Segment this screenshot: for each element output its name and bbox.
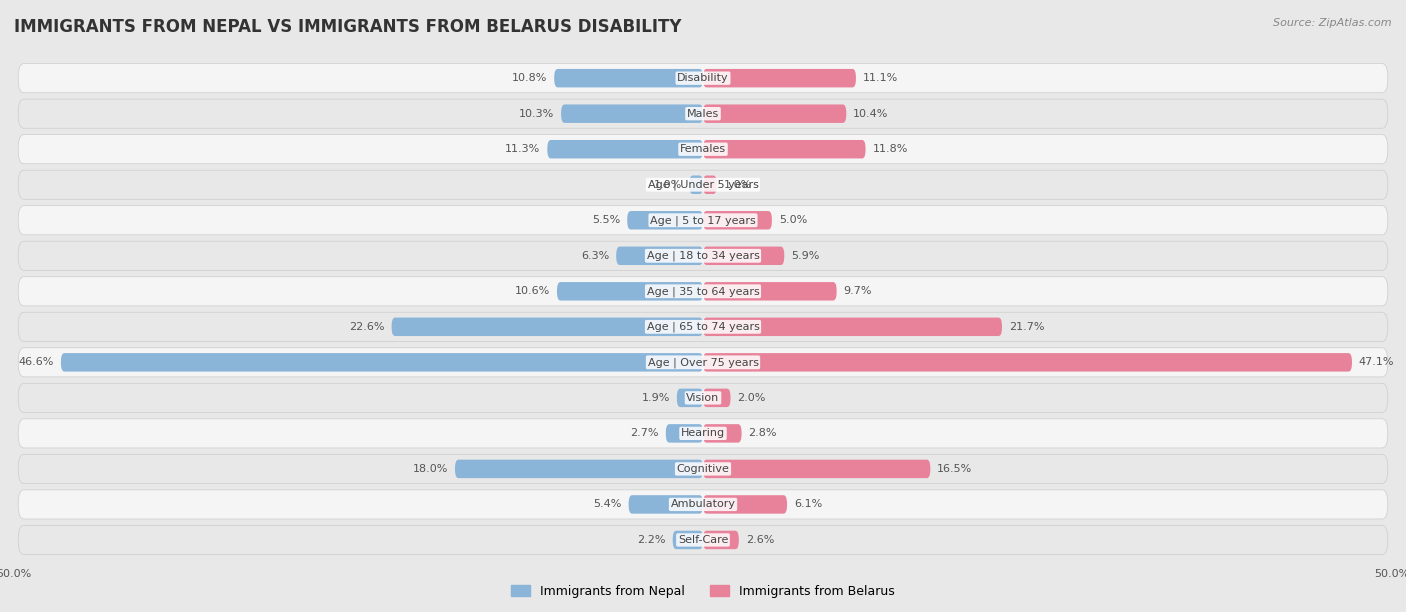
FancyBboxPatch shape [628, 495, 703, 513]
FancyBboxPatch shape [18, 312, 1388, 341]
FancyBboxPatch shape [703, 424, 741, 442]
Text: 11.1%: 11.1% [863, 73, 898, 83]
FancyBboxPatch shape [392, 318, 703, 336]
Text: 1.0%: 1.0% [724, 180, 752, 190]
Text: 6.3%: 6.3% [581, 251, 609, 261]
FancyBboxPatch shape [18, 64, 1388, 93]
FancyBboxPatch shape [703, 69, 856, 88]
Text: 10.8%: 10.8% [512, 73, 547, 83]
Text: Age | 35 to 64 years: Age | 35 to 64 years [647, 286, 759, 297]
FancyBboxPatch shape [18, 454, 1388, 483]
FancyBboxPatch shape [18, 170, 1388, 200]
Text: 6.1%: 6.1% [794, 499, 823, 509]
Text: 10.4%: 10.4% [853, 109, 889, 119]
Text: 5.9%: 5.9% [792, 251, 820, 261]
Text: 2.7%: 2.7% [630, 428, 659, 438]
FancyBboxPatch shape [703, 531, 738, 549]
Text: Cognitive: Cognitive [676, 464, 730, 474]
Text: 2.0%: 2.0% [738, 393, 766, 403]
FancyBboxPatch shape [703, 247, 785, 265]
Text: 18.0%: 18.0% [413, 464, 449, 474]
FancyBboxPatch shape [703, 389, 731, 407]
FancyBboxPatch shape [703, 460, 931, 478]
FancyBboxPatch shape [561, 105, 703, 123]
Legend: Immigrants from Nepal, Immigrants from Belarus: Immigrants from Nepal, Immigrants from B… [506, 580, 900, 602]
Text: Ambulatory: Ambulatory [671, 499, 735, 509]
FancyBboxPatch shape [18, 99, 1388, 129]
Text: 11.3%: 11.3% [505, 144, 540, 154]
Text: Age | 5 to 17 years: Age | 5 to 17 years [650, 215, 756, 225]
Text: 9.7%: 9.7% [844, 286, 872, 296]
FancyBboxPatch shape [703, 353, 1353, 371]
Text: IMMIGRANTS FROM NEPAL VS IMMIGRANTS FROM BELARUS DISABILITY: IMMIGRANTS FROM NEPAL VS IMMIGRANTS FROM… [14, 18, 682, 36]
Text: Age | Under 5 years: Age | Under 5 years [648, 179, 758, 190]
FancyBboxPatch shape [456, 460, 703, 478]
FancyBboxPatch shape [60, 353, 703, 371]
FancyBboxPatch shape [554, 69, 703, 88]
FancyBboxPatch shape [666, 424, 703, 442]
Text: 11.8%: 11.8% [873, 144, 908, 154]
FancyBboxPatch shape [616, 247, 703, 265]
FancyBboxPatch shape [627, 211, 703, 230]
Text: 21.7%: 21.7% [1010, 322, 1045, 332]
Text: 10.3%: 10.3% [519, 109, 554, 119]
FancyBboxPatch shape [557, 282, 703, 300]
Text: Age | 18 to 34 years: Age | 18 to 34 years [647, 250, 759, 261]
Text: 10.6%: 10.6% [515, 286, 550, 296]
FancyBboxPatch shape [18, 383, 1388, 412]
Text: 16.5%: 16.5% [938, 464, 973, 474]
FancyBboxPatch shape [18, 419, 1388, 448]
Text: Self-Care: Self-Care [678, 535, 728, 545]
Text: Males: Males [688, 109, 718, 119]
Text: Age | 65 to 74 years: Age | 65 to 74 years [647, 321, 759, 332]
FancyBboxPatch shape [18, 135, 1388, 164]
Text: 2.2%: 2.2% [637, 535, 666, 545]
Text: 5.5%: 5.5% [592, 215, 620, 225]
Text: 2.8%: 2.8% [748, 428, 778, 438]
Text: Females: Females [681, 144, 725, 154]
Text: Source: ZipAtlas.com: Source: ZipAtlas.com [1274, 18, 1392, 28]
Text: 1.9%: 1.9% [641, 393, 669, 403]
FancyBboxPatch shape [18, 206, 1388, 235]
FancyBboxPatch shape [676, 389, 703, 407]
FancyBboxPatch shape [18, 241, 1388, 271]
Text: Hearing: Hearing [681, 428, 725, 438]
Text: 5.4%: 5.4% [593, 499, 621, 509]
Text: 47.1%: 47.1% [1358, 357, 1395, 367]
Text: Disability: Disability [678, 73, 728, 83]
Text: 46.6%: 46.6% [18, 357, 53, 367]
Text: 2.6%: 2.6% [745, 535, 775, 545]
FancyBboxPatch shape [18, 490, 1388, 519]
Text: Vision: Vision [686, 393, 720, 403]
FancyBboxPatch shape [18, 525, 1388, 554]
FancyBboxPatch shape [547, 140, 703, 159]
FancyBboxPatch shape [689, 176, 703, 194]
Text: 5.0%: 5.0% [779, 215, 807, 225]
FancyBboxPatch shape [18, 277, 1388, 306]
FancyBboxPatch shape [703, 176, 717, 194]
FancyBboxPatch shape [18, 348, 1388, 377]
FancyBboxPatch shape [703, 495, 787, 513]
Text: 1.0%: 1.0% [654, 180, 682, 190]
FancyBboxPatch shape [703, 318, 1002, 336]
FancyBboxPatch shape [703, 211, 772, 230]
FancyBboxPatch shape [703, 105, 846, 123]
FancyBboxPatch shape [703, 140, 866, 159]
FancyBboxPatch shape [703, 282, 837, 300]
FancyBboxPatch shape [672, 531, 703, 549]
Text: Age | Over 75 years: Age | Over 75 years [648, 357, 758, 368]
Text: 22.6%: 22.6% [349, 322, 385, 332]
